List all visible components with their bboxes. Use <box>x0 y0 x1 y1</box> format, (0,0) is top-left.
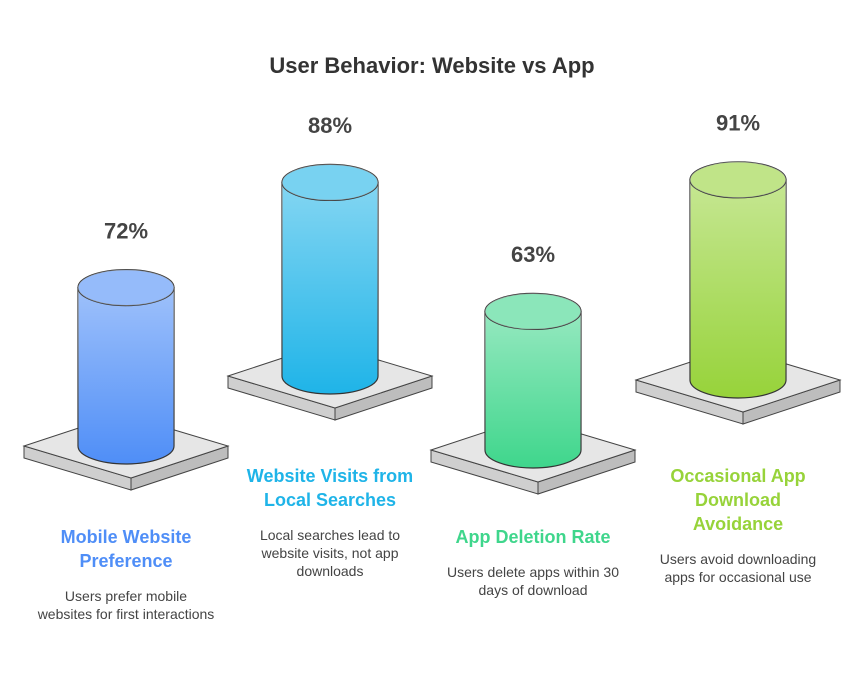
cylinder-shine <box>485 311 581 468</box>
value-label: 72% <box>104 218 148 243</box>
category-label: Occasional App Download Avoidance <box>670 466 806 534</box>
description: Users delete apps within 30 days of down… <box>447 564 619 598</box>
cylinder-shine <box>78 287 174 464</box>
cylinder-shine <box>282 182 378 394</box>
category-label: Website Visits from Local Searches <box>246 466 414 510</box>
category-label: App Deletion Rate <box>455 527 611 547</box>
description: Local searches lead to website visits, n… <box>259 527 401 579</box>
cylinder-top <box>77 269 175 307</box>
description: Users avoid downloading apps for occasio… <box>659 551 817 585</box>
cylinder-top-shine <box>690 161 786 198</box>
cylinder-top-shine <box>78 269 174 306</box>
chart-title: User Behavior: Website vs App <box>269 53 594 78</box>
cylinder-top <box>484 292 582 330</box>
cylinder-shine <box>690 179 786 398</box>
cylinder-top <box>281 163 379 201</box>
description: Users prefer mobile websites for first i… <box>37 588 215 622</box>
category-label: Mobile Website Preference <box>60 527 192 571</box>
cylinder-top <box>689 161 787 199</box>
cylinder-top-shine <box>485 293 581 330</box>
value-label: 91% <box>716 111 760 136</box>
cylinder-top-shine <box>282 164 378 201</box>
value-label: 63% <box>511 242 555 267</box>
value-label: 88% <box>308 113 352 138</box>
